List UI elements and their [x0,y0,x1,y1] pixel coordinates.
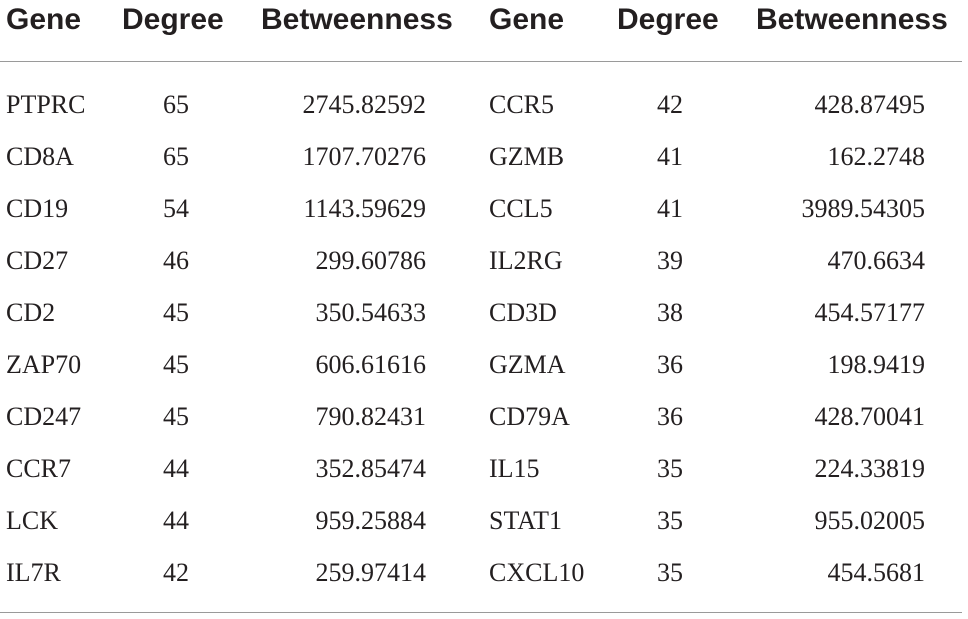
betweenness-cell: 454.57177 [814,298,926,327]
header-betweenness: Betweenness [261,3,453,36]
gene-cell: IL2RG [489,246,563,275]
header-degree-2: Degree [617,3,719,36]
header-gene-2: Gene [489,3,565,36]
degree-cell: 36 [657,402,683,431]
degree-cell: 44 [163,506,189,535]
gene-cell: ZAP70 [6,350,82,379]
gene-cell: IL15 [489,454,540,483]
gene-cell: IL7R [6,558,61,587]
betweenness-cell: 224.33819 [814,454,926,483]
betweenness-cell: 352.85474 [315,454,427,483]
degree-cell: 54 [163,194,189,223]
table-row: CD247 45 790.82431 CD79A 36 428.70041 [0,391,962,443]
gene-cell: LCK [6,506,58,535]
gene-cell: STAT1 [489,506,563,535]
degree-cell: 42 [657,90,683,119]
degree-cell: 35 [657,558,683,587]
betweenness-cell: 350.54633 [315,298,427,327]
betweenness-cell: 454.5681 [827,558,926,587]
betweenness-cell: 606.61616 [315,350,427,379]
gene-cell: CD27 [6,246,69,275]
gene-cell: GZMA [489,350,566,379]
degree-cell: 45 [163,350,189,379]
gene-cell: GZMB [489,142,565,171]
betweenness-cell: 790.82431 [315,402,427,431]
gene-cell: CD19 [6,194,69,223]
gene-cell: CCR5 [489,90,555,119]
betweenness-cell: 428.87495 [814,90,926,119]
betweenness-cell: 428.70041 [814,402,926,431]
degree-cell: 38 [657,298,683,327]
betweenness-cell: 259.97414 [315,558,427,587]
gene-cell: CXCL10 [489,558,585,587]
degree-cell: 45 [163,402,189,431]
gene-cell: CD8A [6,142,74,171]
degree-cell: 41 [657,194,683,223]
table-row: PTPRC 65 2745.82592 CCR5 42 428.87495 [0,79,962,131]
gene-cell: CD79A [489,402,570,431]
degree-cell: 35 [657,454,683,483]
degree-cell: 46 [163,246,189,275]
table-row: LCK 44 959.25884 STAT1 35 955.02005 [0,495,962,547]
table-row: IL7R 42 259.97414 CXCL10 35 454.5681 [0,547,962,599]
gene-cell: CCR7 [6,454,72,483]
footer-rule [0,612,962,613]
degree-cell: 65 [163,142,189,171]
degree-cell: 39 [657,246,683,275]
degree-cell: 45 [163,298,189,327]
gene-cell: PTPRC [6,90,86,119]
betweenness-cell: 2745.82592 [302,90,427,119]
table-row: CD2 45 350.54633 CD3D 38 454.57177 [0,287,962,339]
table-row: CD27 46 299.60786 IL2RG 39 470.6634 [0,235,962,287]
gene-cell: CD2 [6,298,56,327]
betweenness-cell: 1143.59629 [303,194,426,223]
degree-cell: 65 [163,90,189,119]
degree-cell: 44 [163,454,189,483]
betweenness-cell: 162.2748 [827,142,926,171]
degree-cell: 35 [657,506,683,535]
betweenness-cell: 1707.70276 [302,142,427,171]
betweenness-cell: 470.6634 [827,246,926,275]
table-row: ZAP70 45 606.61616 GZMA 36 198.9419 [0,339,962,391]
degree-cell: 42 [163,558,189,587]
header-rule [0,61,962,62]
degree-cell: 41 [657,142,683,171]
gene-cell: CCL5 [489,194,553,223]
table-row: CD8A 65 1707.70276 GZMB 41 162.2748 [0,131,962,183]
degree-cell: 36 [657,350,683,379]
betweenness-cell: 955.02005 [814,506,926,535]
header-betweenness-2: Betweenness [756,3,948,36]
betweenness-cell: 3989.54305 [801,194,926,223]
table-row: CD19 54 1143.59629 CCL5 41 3989.54305 [0,183,962,235]
gene-cell: CD247 [6,402,82,431]
header-gene: Gene [6,3,82,36]
table-row: CCR7 44 352.85474 IL15 35 224.33819 [0,443,962,495]
betweenness-cell: 959.25884 [315,506,427,535]
header-degree: Degree [122,3,224,36]
gene-cell: CD3D [489,298,557,327]
betweenness-cell: 198.9419 [827,350,926,379]
betweenness-cell: 299.60786 [315,246,427,275]
